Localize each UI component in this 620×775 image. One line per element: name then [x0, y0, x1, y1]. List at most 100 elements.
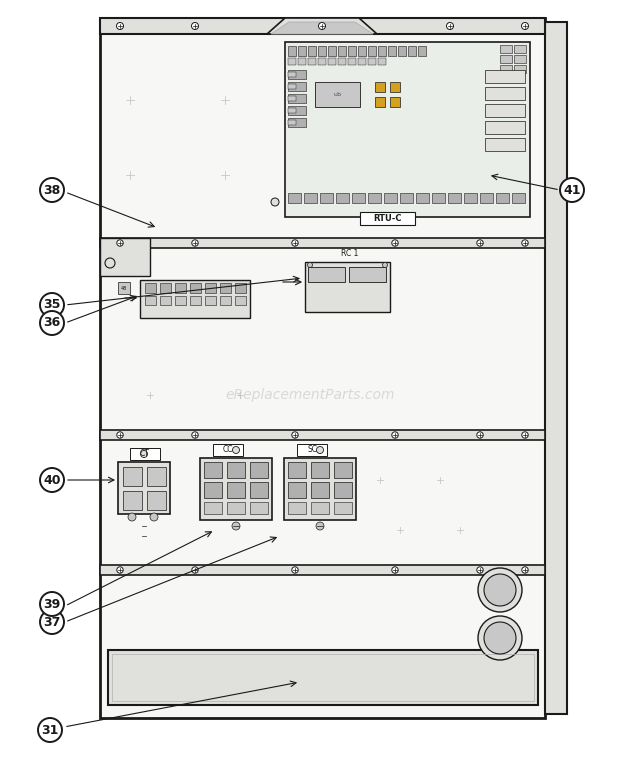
- Bar: [288, 118, 306, 127]
- Circle shape: [316, 446, 324, 453]
- Bar: [205, 283, 216, 293]
- Bar: [311, 502, 329, 514]
- Polygon shape: [267, 18, 377, 34]
- Bar: [514, 55, 526, 63]
- Bar: [288, 96, 296, 101]
- Text: 41: 41: [563, 184, 581, 197]
- Circle shape: [105, 258, 115, 268]
- Text: 35: 35: [43, 298, 61, 312]
- Bar: [496, 193, 509, 203]
- Bar: [334, 482, 352, 498]
- Bar: [288, 94, 306, 103]
- Bar: [235, 283, 246, 293]
- Bar: [100, 430, 545, 440]
- Bar: [480, 193, 493, 203]
- Circle shape: [117, 567, 123, 574]
- Bar: [250, 462, 268, 478]
- Bar: [485, 121, 525, 134]
- Bar: [235, 296, 246, 305]
- Bar: [108, 650, 538, 705]
- Bar: [100, 238, 545, 248]
- Bar: [305, 262, 390, 312]
- Bar: [408, 46, 416, 56]
- Bar: [336, 193, 349, 203]
- Bar: [160, 296, 171, 305]
- Bar: [288, 84, 296, 89]
- Bar: [288, 482, 306, 498]
- Bar: [160, 283, 171, 293]
- Text: 48: 48: [121, 285, 127, 291]
- Circle shape: [117, 22, 123, 29]
- Bar: [334, 502, 352, 514]
- Bar: [130, 448, 160, 460]
- Text: SC: SC: [307, 446, 317, 454]
- Bar: [100, 238, 150, 276]
- Bar: [190, 283, 201, 293]
- Bar: [388, 46, 396, 56]
- Circle shape: [392, 239, 398, 246]
- Text: eReplacementParts.com: eReplacementParts.com: [225, 388, 395, 402]
- Circle shape: [192, 239, 198, 246]
- Bar: [328, 58, 336, 65]
- Bar: [250, 482, 268, 498]
- Bar: [338, 58, 346, 65]
- Circle shape: [484, 622, 516, 654]
- Bar: [500, 45, 512, 53]
- Circle shape: [521, 22, 528, 29]
- Text: CC: CC: [223, 446, 233, 454]
- Text: RC 1: RC 1: [342, 249, 359, 258]
- Bar: [175, 296, 186, 305]
- Circle shape: [522, 432, 528, 438]
- Bar: [485, 70, 525, 83]
- Bar: [284, 458, 356, 520]
- Bar: [432, 193, 445, 203]
- Bar: [349, 267, 386, 282]
- Bar: [288, 462, 306, 478]
- Bar: [204, 482, 222, 498]
- Text: 37: 37: [43, 615, 61, 629]
- Circle shape: [232, 446, 239, 453]
- Bar: [485, 138, 525, 151]
- Bar: [368, 46, 376, 56]
- Bar: [112, 654, 534, 701]
- Bar: [514, 45, 526, 53]
- Text: 38: 38: [43, 184, 61, 197]
- Circle shape: [292, 432, 298, 438]
- Circle shape: [40, 468, 64, 492]
- Bar: [123, 467, 142, 486]
- Circle shape: [40, 293, 64, 317]
- Text: 39: 39: [43, 598, 61, 611]
- Bar: [288, 82, 306, 91]
- Circle shape: [560, 178, 584, 202]
- Bar: [418, 46, 426, 56]
- Bar: [227, 482, 245, 498]
- Bar: [334, 462, 352, 478]
- Bar: [204, 462, 222, 478]
- Bar: [123, 491, 142, 510]
- Bar: [304, 193, 317, 203]
- Circle shape: [40, 178, 64, 202]
- Bar: [145, 283, 156, 293]
- Bar: [288, 108, 296, 113]
- Circle shape: [446, 22, 453, 29]
- Bar: [360, 212, 415, 225]
- Circle shape: [192, 432, 198, 438]
- Circle shape: [477, 432, 483, 438]
- Circle shape: [40, 592, 64, 616]
- Bar: [311, 462, 329, 478]
- Circle shape: [128, 513, 136, 521]
- Bar: [311, 482, 329, 498]
- Circle shape: [478, 616, 522, 660]
- Bar: [368, 193, 381, 203]
- Bar: [318, 58, 326, 65]
- Bar: [118, 282, 130, 294]
- Bar: [390, 97, 400, 107]
- Text: 36: 36: [43, 316, 61, 329]
- Text: 40: 40: [43, 474, 61, 487]
- Circle shape: [477, 239, 483, 246]
- Bar: [298, 58, 306, 65]
- Circle shape: [308, 263, 312, 267]
- Bar: [100, 565, 545, 575]
- Bar: [288, 106, 306, 115]
- Bar: [328, 46, 336, 56]
